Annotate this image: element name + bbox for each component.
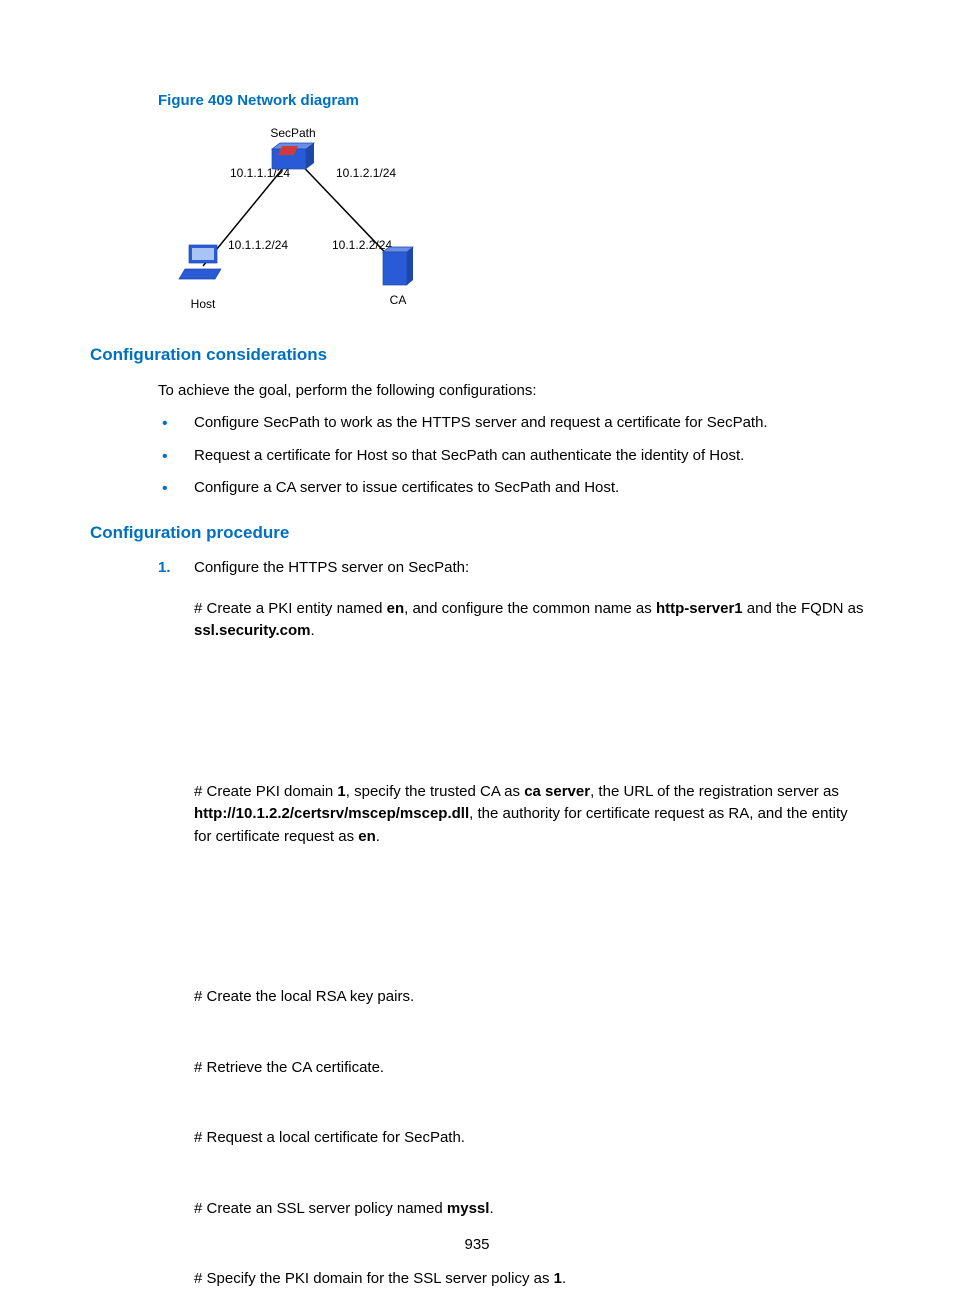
list-item: Configure SecPath to work as the HTTPS s… (158, 412, 864, 435)
list-item: Request a certificate for Host so that S… (158, 445, 864, 468)
spacer (194, 866, 864, 986)
figure-title: Figure 409 Network diagram (158, 90, 864, 113)
step-text: # Create PKI domain 1, specify the trust… (194, 781, 864, 849)
spacer (194, 661, 864, 781)
bold-text: http-server1 (656, 600, 743, 617)
text: and the FQDN as (743, 600, 864, 617)
step-text: # Create the local RSA key pairs. (194, 986, 864, 1009)
spacer (194, 1027, 864, 1057)
step-text: # Request a local certificate for SecPat… (194, 1127, 864, 1150)
text: . (310, 622, 314, 639)
text: , specify the trusted CA as (346, 783, 524, 800)
text: . (562, 1270, 566, 1287)
bold-text: http://10.1.2.2/certsrv/mscep/mscep.dll (194, 805, 469, 822)
text: # Specify the PKI domain for the SSL ser… (194, 1270, 554, 1287)
text: , the URL of the registration server as (590, 783, 839, 800)
text: . (376, 828, 380, 845)
considerations-list: Configure SecPath to work as the HTTPS s… (158, 412, 864, 500)
network-diagram: 10.1.1.1/2410.1.1.2/2410.1.2.1/2410.1.2.… (158, 121, 864, 319)
text: . (489, 1200, 493, 1217)
bold-text: ssl.security.com (194, 622, 310, 639)
list-item: Configure a CA server to issue certifica… (158, 477, 864, 500)
bold-text: 1 (337, 783, 345, 800)
svg-text:SecPath: SecPath (270, 126, 315, 140)
step-number: 1. (158, 557, 171, 580)
step-text: # Retrieve the CA certificate. (194, 1057, 864, 1080)
text: # Create PKI domain (194, 783, 337, 800)
page-number: 935 (0, 1234, 954, 1257)
step-text: # Create a PKI entity named en, and conf… (194, 598, 864, 643)
svg-text:Host: Host (191, 297, 216, 311)
considerations-intro: To achieve the goal, perform the followi… (158, 380, 864, 403)
bold-text: en (387, 600, 405, 617)
heading-procedure: Configuration procedure (90, 520, 864, 546)
spacer (194, 1168, 864, 1198)
text: # Create an SSL server policy named (194, 1200, 447, 1217)
procedure-list: 1. Configure the HTTPS server on SecPath… (158, 557, 864, 1291)
svg-text:10.1.2.2/24: 10.1.2.2/24 (332, 238, 392, 252)
text: # Create a PKI entity named (194, 600, 387, 617)
heading-considerations: Configuration considerations (90, 342, 864, 368)
text: , and configure the common name as (404, 600, 656, 617)
spacer (194, 1097, 864, 1127)
svg-text:10.1.2.1/24: 10.1.2.1/24 (336, 166, 396, 180)
procedure-step-1: 1. Configure the HTTPS server on SecPath… (158, 557, 864, 1291)
svg-text:CA: CA (390, 293, 407, 307)
bold-text: ca server (524, 783, 590, 800)
bold-text: en (358, 828, 376, 845)
bold-text: myssl (447, 1200, 490, 1217)
bold-text: 1 (554, 1270, 562, 1287)
step-text: # Specify the PKI domain for the SSL ser… (194, 1268, 864, 1291)
step-text: # Create an SSL server policy named myss… (194, 1198, 864, 1221)
svg-text:10.1.1.2/24: 10.1.1.2/24 (228, 238, 288, 252)
step-title: Configure the HTTPS server on SecPath: (194, 557, 864, 580)
